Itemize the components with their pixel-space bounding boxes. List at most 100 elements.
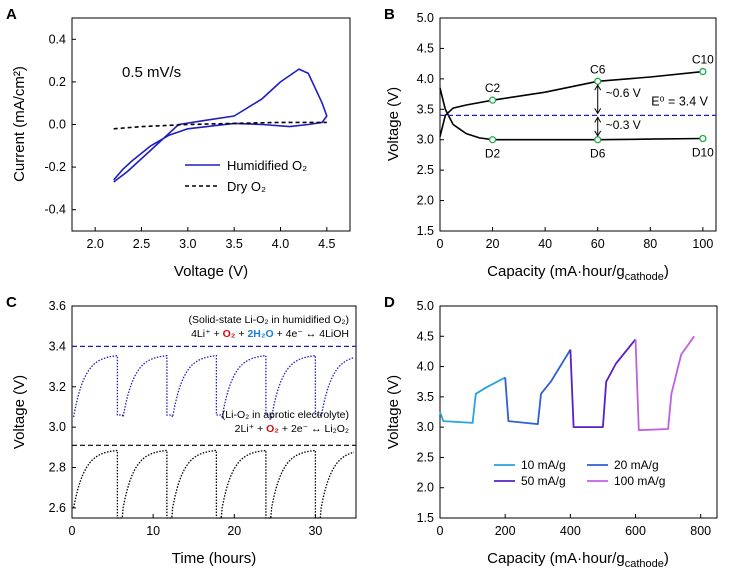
panel-c: C 0 10 20 30 3.6 3.4 3.2 3.0 2.8 2.6 (Solid-state… [6,294,357,567]
panel-d-legend: 10 mA/g 20 mA/g 50 mA/g 100 mA/g [494,458,665,488]
series-humidified-voltage [72,354,355,420]
series-100-mag-line [634,335,695,432]
gap-label-lower: ~0.3 V [606,118,641,132]
panel-c-series [72,345,356,519]
panel-a-ytick-label: 0.0 [49,118,66,132]
panel-d-ylabel: Voltage (V) [385,375,402,449]
marker-label-d10: D10 [692,145,714,159]
panel-a-xtick-label: 2.5 [133,237,150,251]
panel-b-xtick-label: 0 [437,237,444,251]
series-dry-o2-line [113,121,327,130]
panel-b-xtick-label: 80 [643,237,657,251]
panel-a-series [113,68,328,183]
arrow-lower-gap-head-bottom [594,130,602,137]
panel-b-ytick-label: 5.0 [417,11,434,25]
marker-d2 [488,136,497,144]
panel-c-humid-title: (Solid-state Li-O₂ in humidified O₂) [189,314,349,326]
panel-a-ylabel: Current (mA/cm²) [11,66,28,182]
panel-a-xtick-label: 4.5 [318,237,335,251]
panel-b-letter: B [384,6,395,23]
marker-label-c10: C10 [692,53,714,67]
marker-c6 [594,77,602,85]
panel-d-xtick-label: 600 [625,524,646,538]
panel-b-xtick-label: 100 [692,237,713,251]
panel-a-legend: Humidified O₂ Dry O₂ [185,158,307,194]
panel-d-ytick-label: 4.5 [417,329,434,343]
panel-d-ytick-label: 1.5 [417,511,434,525]
marker-c10 [699,67,707,76]
marker-label-c2: C2 [485,81,501,95]
panel-b-ytick-label: 3.0 [417,133,434,147]
panel-b-xtick-label: 60 [591,237,605,251]
panel-d-ytick-label: 4.0 [417,360,434,374]
panel-c-frame [71,305,357,519]
legend-label-dry: Dry O₂ [227,179,266,194]
panel-a-xtick-label: 2.0 [86,237,103,251]
panel-c-ytick-label: 3.4 [49,339,66,353]
panel-d-xtick-label: 400 [560,524,581,538]
panel-c-letter: C [6,294,17,311]
arrow-lower-gap-head-top [594,116,602,123]
legend-label-50: 50 mA/g [521,474,566,488]
panel-c-ytick-label: 3.2 [49,380,66,394]
legend-label-humidified: Humidified O₂ [227,158,307,173]
panel-b-xtick-label: 40 [538,237,552,251]
panel-a-xtick-label: 4.0 [272,237,289,251]
panel-c-xtick-label: 10 [146,524,160,538]
marker-label-c6: C6 [590,62,606,76]
panel-d-series [439,335,695,432]
panel-d: D 0 200 400 600 8005.04.54.03.53.02.52.01.5 … [384,294,718,570]
panel-b-ytick-label: 1.5 [417,224,434,238]
panel-c-xtick-label: 20 [227,524,241,538]
equilibrium-potential-label: E⁰ = 3.4 V [651,94,708,108]
marker-d10 [699,134,707,143]
panel-c-xtick-label: 30 [308,524,322,538]
panel-d-ytick-label: 3.5 [417,390,434,404]
panel-c-xlabel: Time (hours) [172,550,256,567]
panel-a-ytick-label: 0.2 [49,75,66,89]
legend-label-20: 20 mA/g [614,458,659,472]
marker-d6 [594,136,602,144]
panel-b-annotations: E⁰ = 3.4 V C2 C6 C10 D2 D6 D10 ~0.6 V ~0.3 V [440,53,716,161]
series-20-mag-line [504,349,572,425]
panel-d-xtick-label: 800 [690,524,711,538]
panel-b-ylabel: Voltage (V) [385,87,402,161]
panel-b: B 0 20 40 60 80 100 5.0 4.5 4.0 3.5 3.0 2.5 2.0 1.5 E… [384,6,717,283]
panel-a-ytick-label: -0.2 [44,160,66,174]
panel-d-frame [439,305,718,519]
panel-a: A 2.0 2.5 3.0 3.5 4.0 4.5 0.4 0.2 0.0 -0.2 -0.4 0.… [6,6,351,280]
panel-b-ytick-label: 2.5 [417,163,434,177]
panel-b-ytick-label: 2.0 [417,194,434,208]
panel-d-ticks: 0 200 400 600 800 5.0 4.5 4.0 3.5 3.0 2.5 2.0 1.5 [417,299,712,538]
panel-c-ytick-label: 2.8 [49,461,66,475]
legend-label-100: 100 mA/g [614,474,665,488]
panel-d-ytick-label: 2.5 [417,450,434,464]
panel-a-letter: A [6,6,17,23]
panel-c-xtick-label: 0 [69,524,76,538]
panel-a-xtick-label: 3.5 [225,237,242,251]
panel-a-ytick-label: -0.4 [44,203,66,217]
panel-d-xtick-label: 0 [437,524,444,538]
panel-d-letter: D [384,294,395,311]
arrow-upper-gap-head-bottom [594,108,602,115]
marker-label-d2: D2 [485,147,501,161]
panel-a-xlabel: Voltage (V) [174,263,248,280]
series-discharge-line [439,87,703,141]
panel-b-xtick-label: 20 [486,237,500,251]
panel-b-ytick-label: 3.5 [417,102,434,116]
panel-d-ytick-label: 2.0 [417,481,434,495]
marker-label-d6: D6 [590,147,606,161]
panel-d-ytick-label: 5.0 [417,299,434,313]
arrow-upper-gap-head-top [594,84,602,91]
panel-c-ylabel: Voltage (V) [11,375,28,449]
panel-a-ticks: 2.0 2.5 3.0 3.5 4.0 4.5 0.4 0.2 0.0 -0.2 -0.4 [44,32,335,251]
panel-b-ytick-label: 4.5 [417,41,434,55]
panel-c-aprotic-equation: 2Li⁺ + O₂ + 2e⁻ ↔ Li₂O₂ [235,423,349,435]
panel-c-ytick-label: 3.0 [49,420,66,434]
series-50-mag-line [569,338,637,428]
panel-c-ticks: 0 10 20 30 3.6 3.4 3.2 3.0 2.8 2.6 [49,299,323,538]
panel-a-scan-rate: 0.5 mV/s [122,64,181,81]
gap-label-upper: ~0.6 V [606,86,641,100]
legend-label-10: 10 mA/g [521,458,566,472]
